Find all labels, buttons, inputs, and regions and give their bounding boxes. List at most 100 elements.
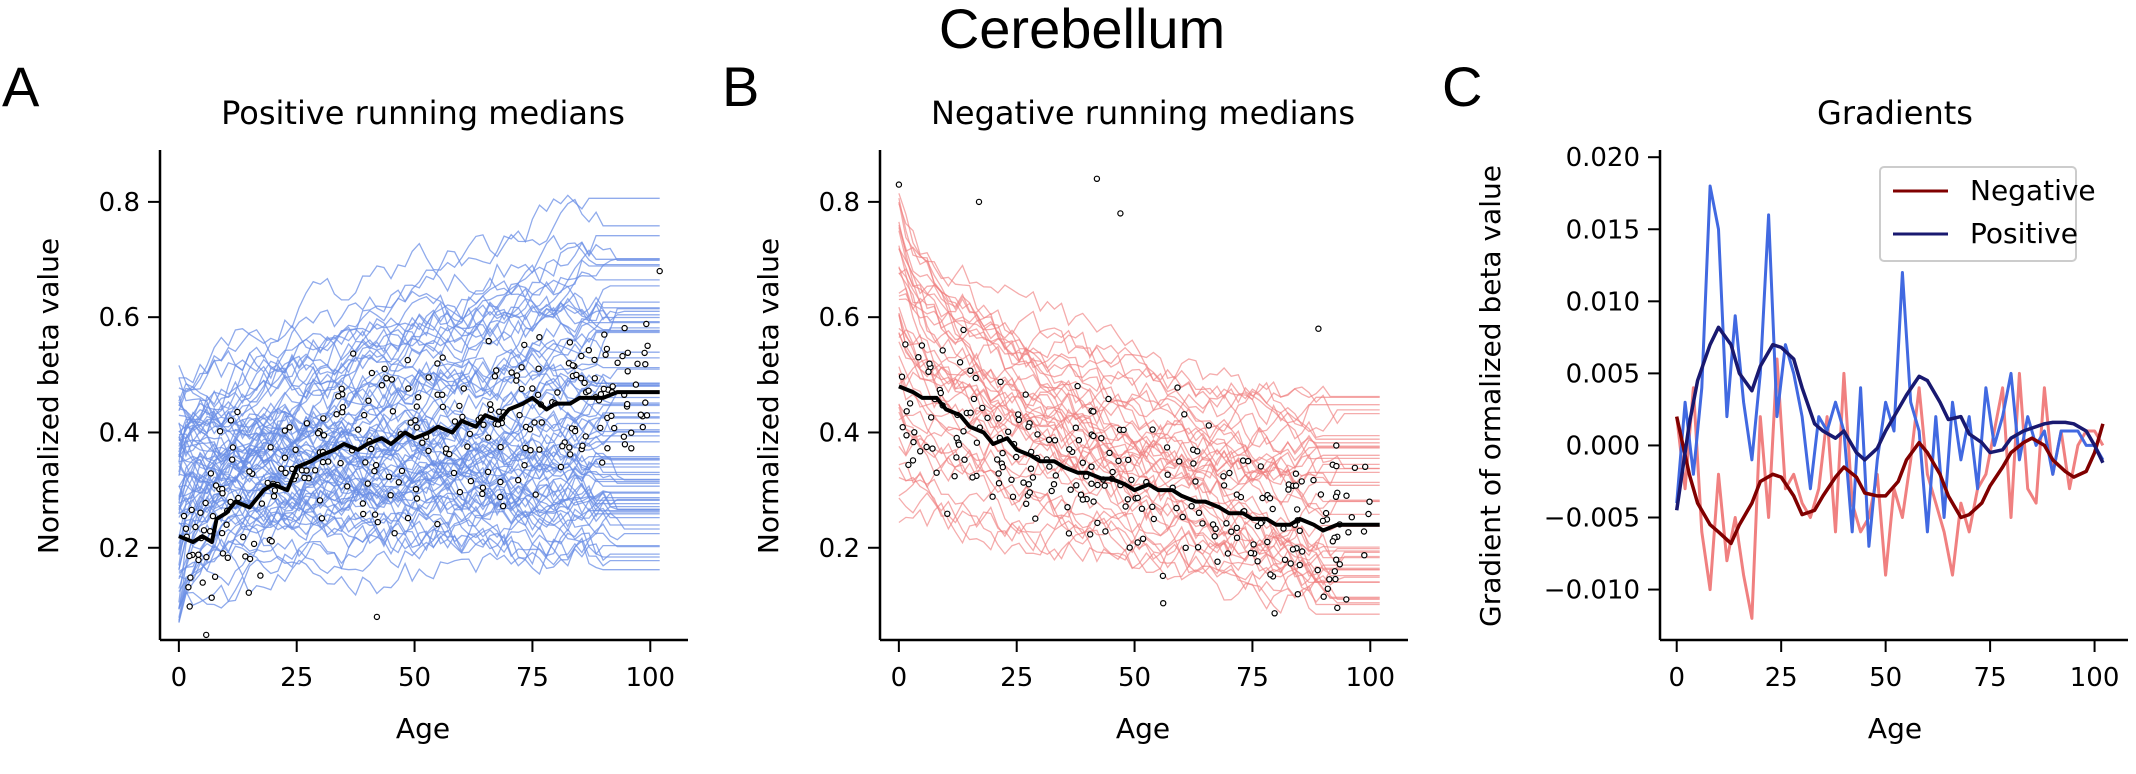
scatter-point — [1179, 513, 1187, 521]
scatter-point — [1287, 560, 1294, 567]
background-line — [178, 373, 660, 488]
scatter-point — [1128, 476, 1135, 484]
scatter-point — [995, 415, 1002, 422]
scatter-point — [493, 367, 500, 374]
series-line-positive — [1674, 325, 2105, 511]
background-line — [178, 506, 660, 621]
scatter-point — [227, 417, 235, 424]
scatter-point — [1032, 515, 1039, 522]
background-lines — [898, 193, 1380, 615]
background-line — [178, 363, 660, 497]
scatter-point — [518, 364, 525, 371]
scatter-point — [609, 383, 616, 390]
background-line — [178, 330, 660, 580]
scatter-point — [909, 457, 917, 464]
scatter-point — [1209, 521, 1217, 528]
scatter-point — [355, 426, 362, 433]
scatter-point — [1015, 411, 1022, 418]
background-line — [898, 403, 1380, 604]
scatter-point — [362, 459, 369, 466]
x-tick-label: 50 — [1869, 663, 1902, 693]
scatter-point — [601, 331, 608, 338]
scatter-point — [1205, 422, 1213, 429]
scatter-point — [557, 463, 565, 471]
scatter-point — [1174, 384, 1181, 391]
scatter-point — [960, 428, 967, 435]
scatter-point — [1159, 572, 1167, 580]
scatter-point — [320, 432, 328, 439]
scatter-point — [337, 459, 344, 467]
scatter-point — [395, 479, 402, 486]
scatter-point — [1220, 482, 1228, 489]
scatter-point — [1296, 561, 1304, 569]
scatter-point — [1026, 489, 1034, 496]
y-tick-label: 0.2 — [819, 534, 860, 564]
scatter-point — [1163, 444, 1171, 451]
scatter-point — [368, 445, 375, 453]
scatter-point — [1115, 457, 1122, 465]
scatter-point — [268, 538, 275, 545]
scatter-point — [1065, 530, 1073, 537]
scatter-point — [182, 525, 190, 532]
scatter-point — [1025, 481, 1033, 488]
scatter-point — [536, 446, 543, 453]
scatter-point — [219, 490, 226, 497]
scatter-point — [301, 474, 308, 481]
scatter-point — [456, 402, 463, 410]
scatter-point — [571, 427, 579, 435]
scatter-point — [242, 553, 249, 560]
scatter-point — [1086, 531, 1094, 538]
background-line — [178, 300, 660, 433]
y-tick-label: 0.4 — [819, 418, 860, 448]
scatter-point — [597, 424, 604, 432]
scatter-point — [339, 409, 346, 416]
scatter-point — [621, 441, 629, 448]
scatter-point — [1331, 568, 1339, 575]
scatter-point — [415, 394, 422, 401]
scatter-point — [460, 385, 467, 392]
scatter-point — [903, 408, 910, 415]
scatter-point — [485, 434, 492, 441]
scatter-point — [1090, 408, 1097, 415]
x-tick-label: 75 — [516, 663, 549, 693]
scatter-point — [956, 359, 964, 366]
scatter-point — [208, 594, 215, 601]
scatter-point — [459, 413, 466, 421]
scatter-point — [608, 412, 615, 420]
background-line — [178, 476, 660, 523]
scatter-point — [1052, 472, 1060, 479]
scatter-point — [338, 385, 345, 392]
scatter-point — [899, 424, 906, 431]
scatter-point — [312, 467, 319, 474]
scatter-point — [903, 432, 910, 439]
scatter-point — [1360, 528, 1368, 535]
scatter-point — [216, 428, 224, 435]
legend-label-positive: Positive — [1970, 217, 2078, 250]
scatter-point — [967, 367, 974, 374]
scatter-point — [628, 429, 635, 436]
background-line — [178, 543, 660, 609]
background-line — [898, 366, 1380, 457]
scatter-point — [218, 529, 226, 537]
background-line — [898, 230, 1380, 551]
scatter-point — [1296, 527, 1304, 535]
scatter-point — [984, 414, 991, 422]
scatter-point — [1015, 416, 1023, 424]
scatter-point — [229, 444, 237, 451]
scatter-point — [1090, 432, 1097, 440]
x-tick-label: 25 — [1000, 663, 1033, 693]
scatter-point — [365, 397, 372, 404]
scatter-point — [1074, 382, 1081, 390]
scatter-point — [621, 324, 628, 332]
scatter-point — [1199, 520, 1206, 527]
background-line — [898, 332, 1380, 532]
scatter-point — [383, 375, 390, 382]
scatter-point — [656, 267, 663, 275]
y-tick-label: 0.005 — [1566, 359, 1640, 389]
panel-a-positive-running-medians: A Positive running medians 0 25 50 75 100 0.2… — [2, 55, 688, 745]
scatter-point — [387, 492, 394, 499]
panel-c-ylabel: Gradient of ormalized beta value — [1474, 165, 1507, 627]
scatter-point — [602, 351, 609, 358]
scatter-point — [1029, 474, 1037, 481]
scatter-point — [591, 356, 598, 364]
